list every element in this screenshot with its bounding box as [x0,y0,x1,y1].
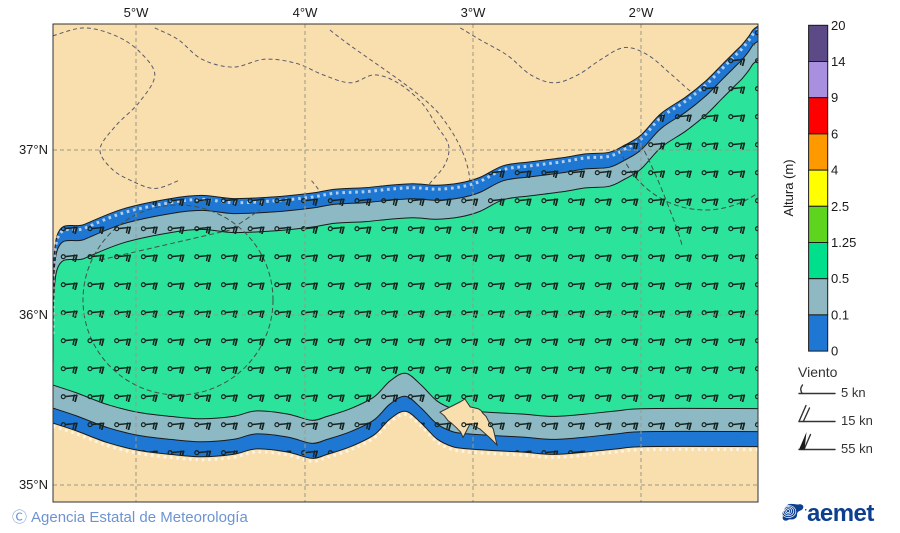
svg-text:2°W: 2°W [629,5,654,20]
svg-text:Ⓒ: Ⓒ [12,509,27,526]
svg-text:37°N: 37°N [19,142,48,157]
svg-text:aemet: aemet [807,500,874,527]
svg-text:2.5: 2.5 [831,199,849,214]
svg-text:1.25: 1.25 [831,235,856,250]
svg-text:20: 20 [831,18,845,33]
svg-text:Altura (m): Altura (m) [781,159,796,216]
svg-text:0: 0 [831,344,838,359]
svg-text:Viento: Viento [798,364,838,380]
svg-text:9: 9 [831,90,838,105]
svg-text:4: 4 [831,163,838,178]
svg-text:4°W: 4°W [293,5,318,20]
svg-text:3°W: 3°W [461,5,486,20]
svg-text:14: 14 [831,54,845,69]
svg-text:36°N: 36°N [19,307,48,322]
svg-text:55 kn: 55 kn [841,441,873,456]
svg-text:5 kn: 5 kn [841,385,866,400]
svg-text:6: 6 [831,126,838,141]
svg-text:5°W: 5°W [124,5,149,20]
svg-text:0.5: 0.5 [831,271,849,286]
svg-text:15 kn: 15 kn [841,413,873,428]
svg-text:35°N: 35°N [19,477,48,492]
svg-text:0.1: 0.1 [831,307,849,322]
svg-text:Agencia Estatal de Meteorologí: Agencia Estatal de Meteorología [31,509,248,526]
